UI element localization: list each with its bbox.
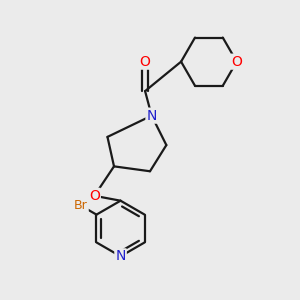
Text: O: O xyxy=(89,189,100,203)
Text: O: O xyxy=(140,55,151,69)
Text: Br: Br xyxy=(74,199,88,212)
Text: N: N xyxy=(116,249,126,263)
Text: O: O xyxy=(231,55,242,69)
Text: N: N xyxy=(146,109,157,123)
